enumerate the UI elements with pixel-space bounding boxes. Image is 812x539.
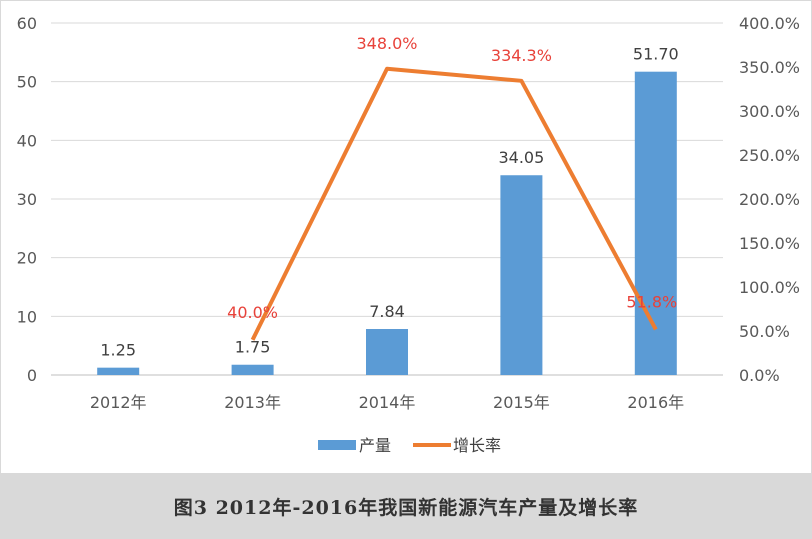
bar-data-label: 1.75 [235, 338, 271, 357]
left-tick-label: 60 [17, 14, 37, 33]
x-tick-label: 2015年 [493, 393, 550, 412]
bar [500, 175, 543, 375]
right-tick-label: 150.0% [739, 234, 800, 253]
chart-area: 0 10 20 30 40 50 60 0.0% 50.0% 100.0% 150.0% 200.0%… [0, 0, 812, 473]
bar [634, 71, 677, 376]
bar-data-label: 34.05 [498, 148, 544, 167]
line-data-label: 51.8% [626, 292, 677, 311]
bar [366, 329, 408, 375]
combo-chart: 0 10 20 30 40 50 60 0.0% 50.0% 100.0% 150.0% 200.0%… [17, 14, 800, 455]
right-tick-label: 350.0% [739, 58, 800, 77]
right-tick-label: 250.0% [739, 146, 800, 165]
left-tick-label: 50 [17, 73, 37, 92]
figure-caption: 图3 2012年-2016年我国新能源汽车产量及增长率 [173, 496, 639, 519]
left-tick-label: 30 [17, 190, 37, 209]
bar-data-label: 51.70 [633, 45, 679, 64]
right-tick-label: 200.0% [739, 190, 800, 209]
right-tick-label: 300.0% [739, 102, 800, 121]
left-tick-label: 0 [27, 366, 37, 385]
legend-bar-swatch [318, 440, 356, 450]
growth-rate-line [250, 66, 658, 341]
left-tick-label: 10 [17, 307, 37, 326]
left-tick-label: 20 [17, 249, 37, 268]
right-tick-label: 0.0% [739, 366, 780, 385]
bar [97, 367, 140, 375]
x-tick-label: 2012年 [90, 393, 147, 412]
legend-line-label: 增长率 [453, 436, 501, 455]
left-tick-label: 40 [17, 131, 37, 150]
bar [231, 364, 274, 375]
right-tick-label: 50.0% [739, 322, 790, 341]
right-tick-label: 100.0% [739, 278, 800, 297]
x-tick-label: 2014年 [359, 393, 416, 412]
right-tick-label: 400.0% [739, 14, 800, 33]
x-tick-label: 2016年 [627, 393, 684, 412]
caption-bar: 图3 2012年-2016年我国新能源汽车产量及增长率 [0, 473, 812, 539]
line-data-label: 348.0% [356, 34, 417, 53]
bar-data-label: 7.84 [369, 302, 405, 321]
line-data-label: 334.3% [491, 46, 552, 65]
x-tick-label: 2013年 [224, 393, 281, 412]
bar-data-label: 1.25 [100, 341, 136, 360]
line-data-label: 40.0% [227, 303, 278, 322]
legend-bar-label: 产量 [359, 436, 391, 455]
